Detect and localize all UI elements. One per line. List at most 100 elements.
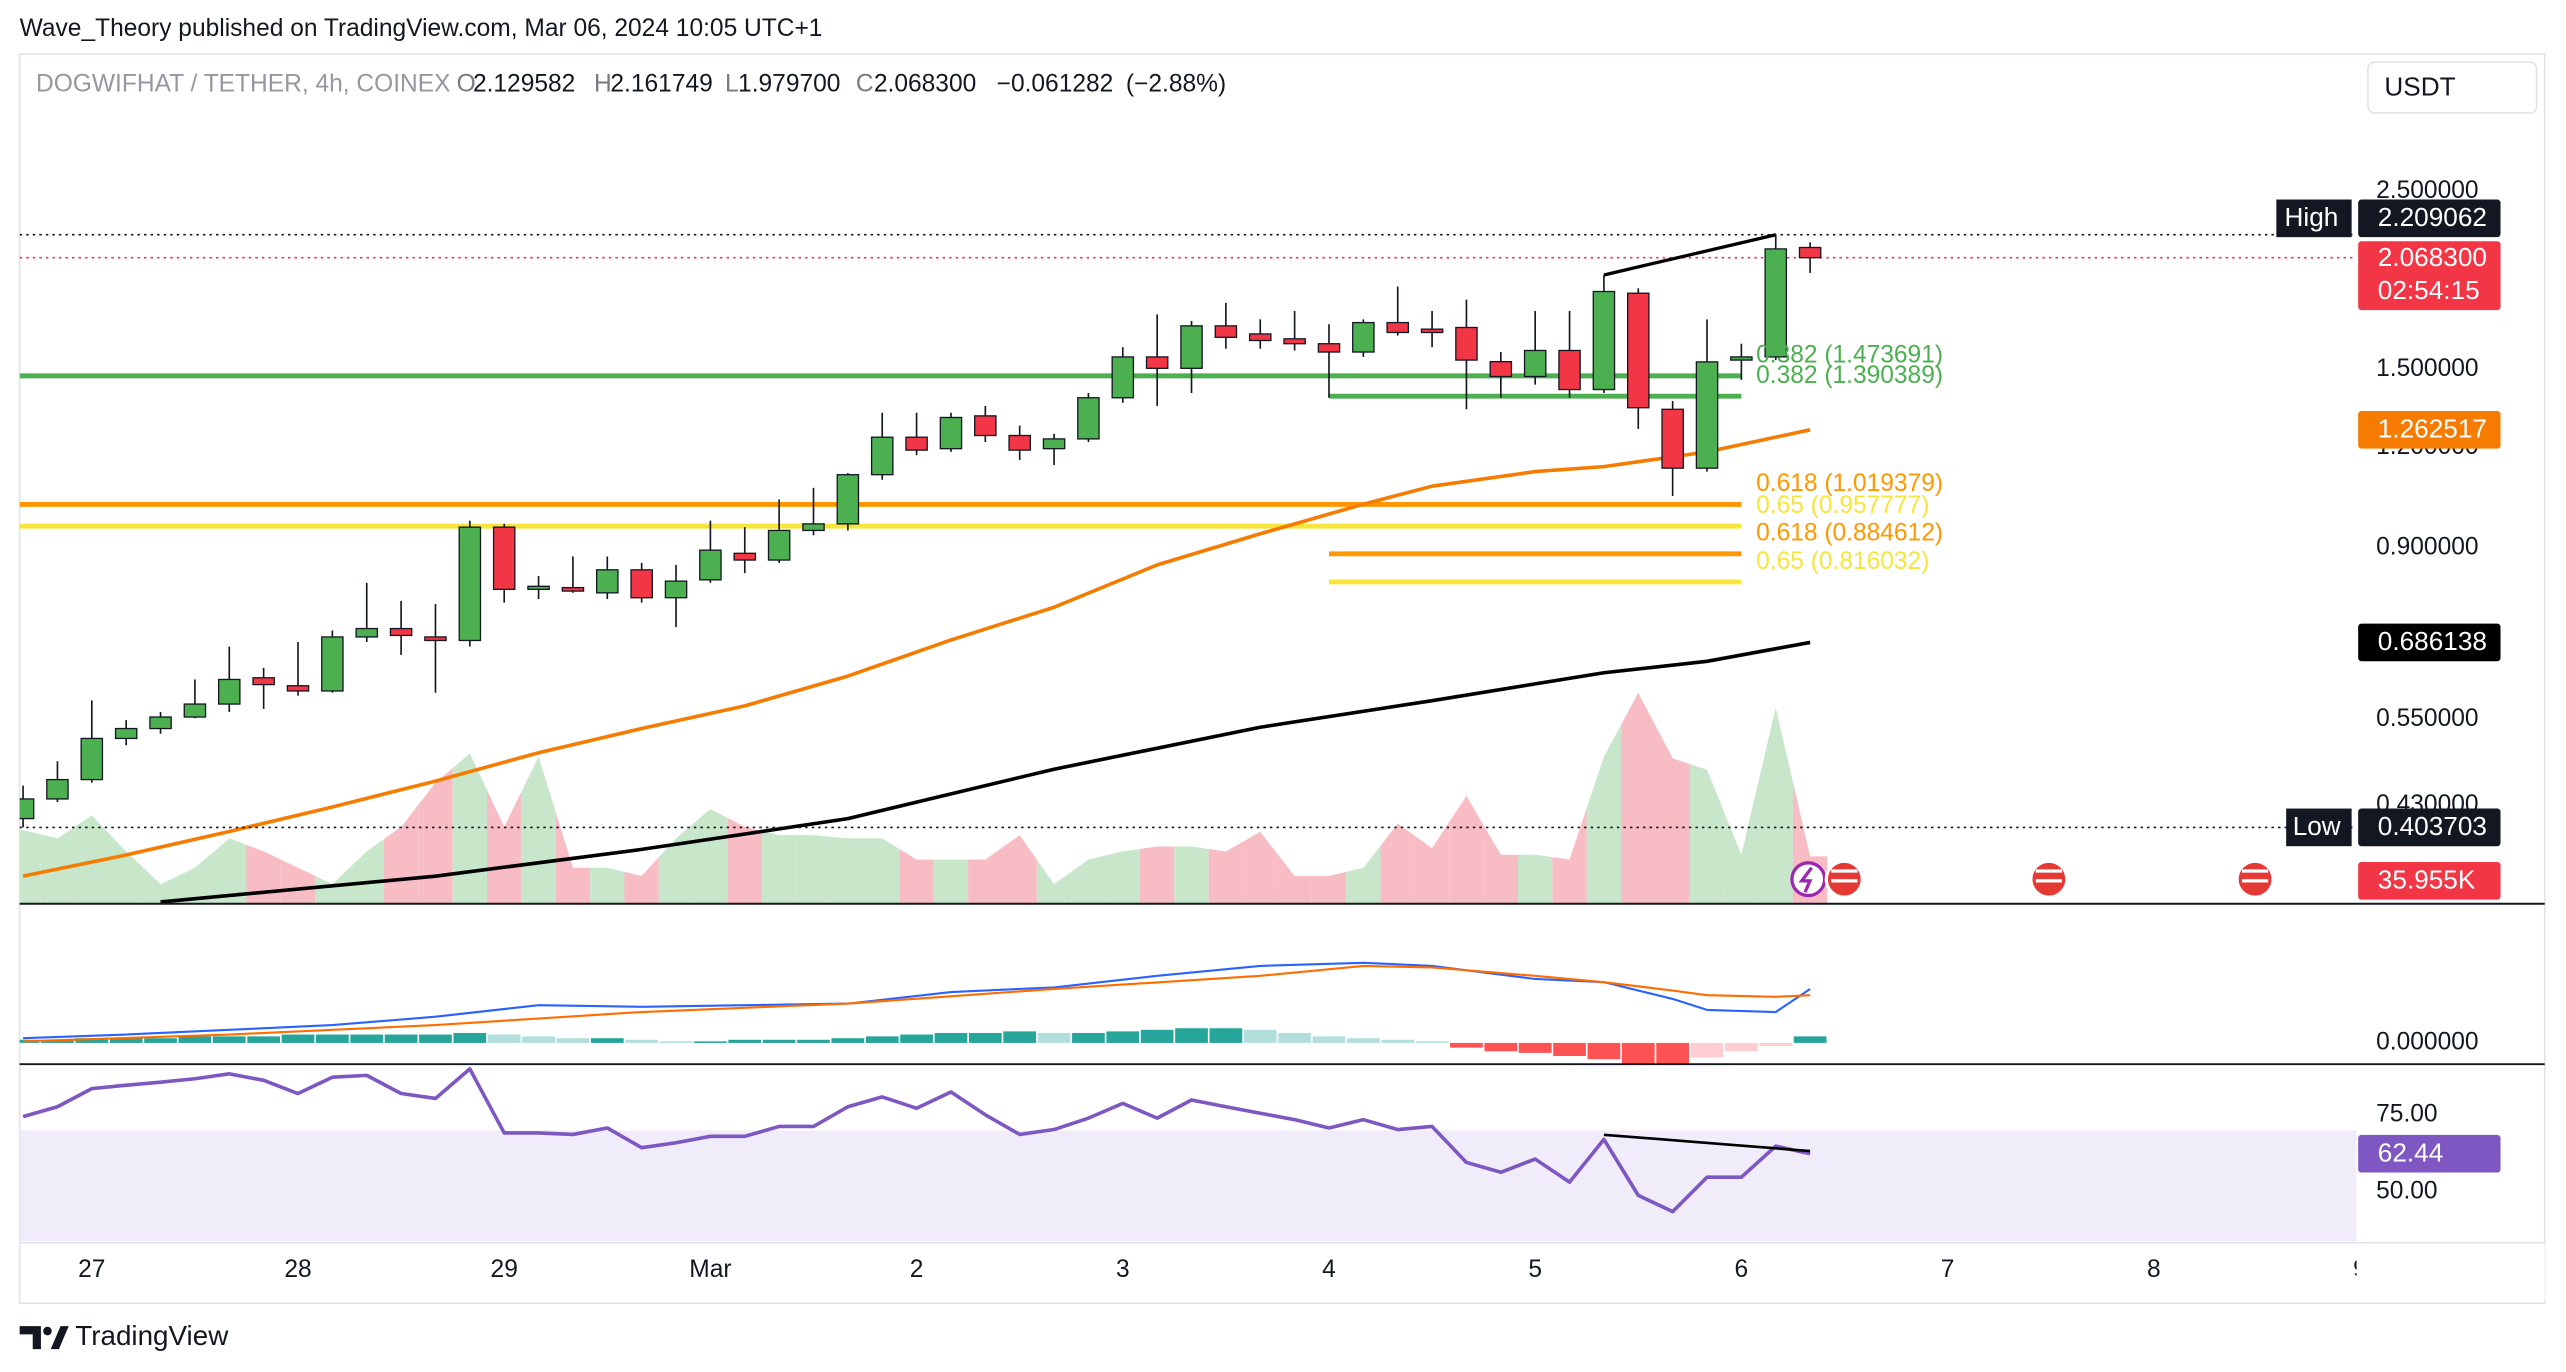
volume-area <box>487 790 522 904</box>
volume-area <box>1655 725 1690 904</box>
low-label: Low <box>2293 811 2341 841</box>
volume-area <box>1689 763 1725 904</box>
volume-area <box>1414 822 1450 904</box>
rsi-tick-label: 50.00 <box>2376 1177 2437 1204</box>
volume-area <box>555 812 591 904</box>
macd-histogram-bar <box>1003 1031 1037 1043</box>
candle-body <box>183 703 207 718</box>
candle-body <box>80 737 104 781</box>
ohlc-letter: C <box>856 71 874 98</box>
candle-body <box>1214 325 1238 338</box>
macd-histogram-bar <box>659 1041 693 1043</box>
candle-body <box>1077 397 1100 440</box>
macd-histogram-bar <box>1209 1028 1243 1043</box>
macd-histogram-bar <box>1553 1042 1586 1057</box>
currency-button[interactable] <box>2367 61 2538 114</box>
high-value-box <box>2358 199 2501 238</box>
low-label-box <box>2286 808 2352 847</box>
volume-area <box>830 836 866 904</box>
volume-area <box>727 817 762 904</box>
signal-line <box>23 964 1811 1043</box>
fib-label: 0.65 (0.816032) <box>1756 548 1929 575</box>
macd-histogram-bar <box>316 1034 349 1043</box>
fib-label: 0.382 (1.390389) <box>1756 362 1943 389</box>
volume-area <box>1449 795 1484 904</box>
y-tick-label: 0.900000 <box>2376 533 2478 560</box>
volume-area <box>108 833 144 904</box>
candle-body <box>1111 356 1135 399</box>
volume-area <box>1586 724 1622 904</box>
volume-area <box>761 830 797 904</box>
logo-mark <box>50 1326 69 1350</box>
candle-body <box>355 627 379 638</box>
macd-histogram-bar <box>144 1038 177 1043</box>
flag-stripe <box>2035 869 2062 873</box>
volume-area <box>933 859 969 904</box>
macd-histogram-bar <box>797 1039 830 1043</box>
volume-area <box>1483 825 1518 904</box>
publisher: Wave_Theory published on TradingView.com… <box>20 15 823 42</box>
macd-histogram-bar <box>1243 1029 1277 1043</box>
macd-histogram-bar <box>178 1036 212 1043</box>
macd-pane <box>19 961 1827 1065</box>
candle-body <box>1489 361 1513 378</box>
macd-histogram-bar <box>762 1039 796 1043</box>
low-value: 0.403703 <box>2378 811 2487 841</box>
candle-body <box>767 529 791 561</box>
volume-area <box>1002 835 1037 904</box>
fib-label: 0.618 (0.884612) <box>1756 520 1943 547</box>
macd-histogram-bar <box>625 1039 659 1043</box>
ohlc-value: 2.068300 <box>874 71 976 98</box>
candle-body <box>1180 325 1203 369</box>
ohlc-value: 1.979700 <box>738 71 840 98</box>
symbol-title: DOGWIFHAT / TETHER, 4h, COINEX <box>36 71 451 98</box>
volume-area <box>693 808 728 904</box>
high-label-box <box>2276 199 2352 238</box>
candle-body <box>1386 321 1410 334</box>
volume-area <box>590 867 625 904</box>
volume-area <box>1380 823 1415 904</box>
volume-area <box>968 847 1003 904</box>
x-tick-label: 28 <box>284 1256 311 1283</box>
high-label: High <box>2285 202 2339 232</box>
candle-body <box>46 778 69 800</box>
rsi-tick-label: 75.00 <box>2376 1101 2437 1128</box>
macd-histogram-bar <box>281 1034 315 1043</box>
x-tick-label: 27 <box>78 1256 105 1283</box>
macd-histogram-bar <box>1484 1042 1518 1052</box>
candle-body <box>1420 328 1444 334</box>
macd-histogram-bar <box>522 1036 555 1043</box>
candle-body <box>1317 343 1341 353</box>
macd-histogram-bar <box>1656 1042 1690 1065</box>
macd-histogram-bar <box>1415 1041 1449 1043</box>
macd-histogram-bar <box>1140 1029 1174 1043</box>
macd-histogram-bar <box>1725 1042 1758 1052</box>
volume-area <box>796 835 831 904</box>
volume-area <box>1071 855 1106 904</box>
last-price: 2.068300 <box>2378 242 2487 272</box>
x-tick-label: Mar <box>689 1256 731 1283</box>
low-value-box <box>2358 808 2501 847</box>
rsi-trendline <box>1603 1133 1811 1153</box>
candle-body <box>19 798 35 820</box>
macd-histogram-bar <box>41 1039 74 1043</box>
volume-value: 35.955K <box>2378 865 2476 895</box>
change: −0.061282 <box>997 71 1114 98</box>
candle-body <box>1695 361 1719 469</box>
macd-histogram-bar <box>453 1032 487 1043</box>
ma-value-box <box>2358 410 2501 449</box>
volume-area <box>865 838 900 904</box>
rsi-pane <box>19 1067 2357 1242</box>
candle-body <box>1592 290 1616 391</box>
footer-logo <box>19 1326 69 1350</box>
x-tick-label: 5 <box>1528 1256 1542 1283</box>
ma-line <box>22 428 1811 878</box>
volume-area <box>452 753 488 904</box>
macd-histogram-bar <box>1312 1036 1346 1043</box>
volume-area <box>280 859 316 904</box>
x-tick-label: 3 <box>1116 1256 1130 1283</box>
ma-value: 0.686138 <box>2378 626 2487 656</box>
volume-area <box>1552 808 1587 904</box>
